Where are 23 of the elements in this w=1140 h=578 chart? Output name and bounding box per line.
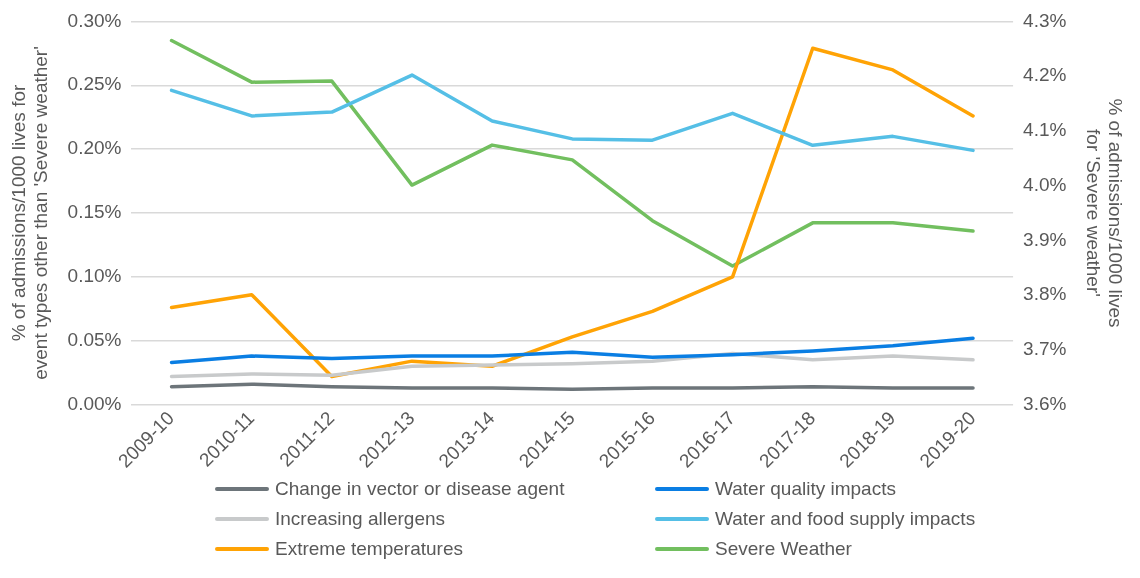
y2-tick-label: 4.2% bbox=[1023, 64, 1067, 86]
y-tick-label: 0.20% bbox=[67, 137, 122, 159]
y2-axis-title: % of admissions/1000 lives for 'Severe weather' bbox=[1082, 98, 1127, 328]
y2-tick-label: 4.3% bbox=[1023, 9, 1067, 31]
legend-label: Extreme temperatures bbox=[275, 538, 463, 560]
y2-tick-label: 4.1% bbox=[1023, 119, 1067, 141]
y-tick-label: 0.15% bbox=[67, 201, 122, 223]
y-tick-label: 0.05% bbox=[67, 328, 122, 350]
y-tick-label: 0.25% bbox=[67, 73, 122, 95]
y-tick-label: 0.10% bbox=[67, 265, 122, 287]
legend-label: Water and food supply impacts bbox=[715, 508, 976, 530]
y2-tick-label: 3.9% bbox=[1023, 228, 1067, 250]
y2-tick-label: 3.6% bbox=[1023, 392, 1067, 414]
legend-label: Water quality impacts bbox=[715, 478, 896, 500]
legend-label: Change in vector or disease agent bbox=[275, 478, 565, 500]
y2-tick-label: 4.0% bbox=[1023, 173, 1067, 195]
legend-label: Increasing allergens bbox=[275, 508, 446, 530]
y2-tick-label: 3.7% bbox=[1023, 338, 1067, 360]
y2-tick-label: 3.8% bbox=[1023, 283, 1067, 305]
legend-label: Severe Weather bbox=[715, 538, 852, 560]
y-axis-title: % of admissions/1000 lives for event types other than 'Severe weather' bbox=[7, 46, 52, 380]
y-tick-label: 0.30% bbox=[67, 9, 122, 31]
y-tick-label: 0.00% bbox=[67, 392, 122, 414]
